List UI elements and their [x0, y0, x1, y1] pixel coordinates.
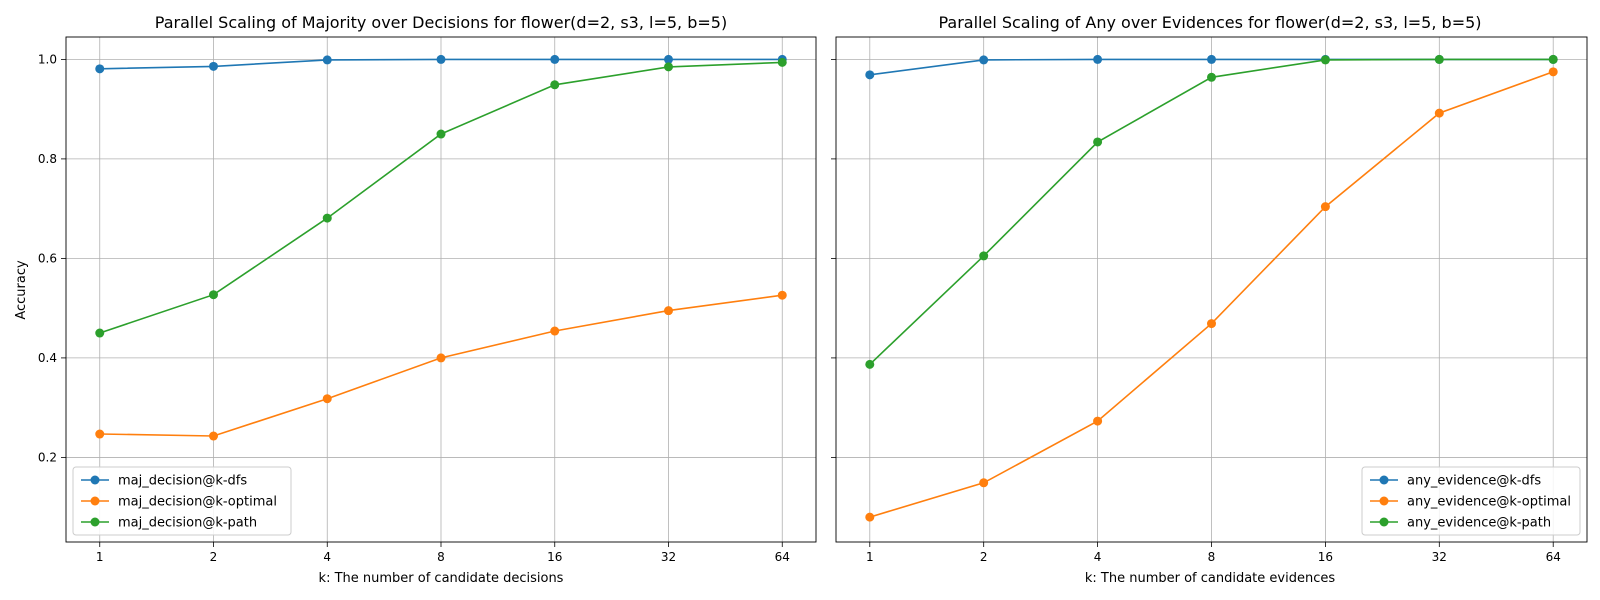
x-axis-label-left: k: The number of candidate decisions [319, 571, 564, 586]
legend-marker [90, 496, 100, 506]
legend-marker [1379, 517, 1389, 527]
data-point [436, 129, 446, 139]
data-point [550, 80, 560, 90]
legend: maj_decision@k-dfs maj_decision@k-optimal… [72, 466, 292, 536]
legend-label: maj_decision@k-path [118, 516, 257, 531]
data-point [550, 326, 560, 336]
data-point [209, 290, 218, 300]
data-point [1207, 72, 1216, 82]
x-tick-label: 16 [1318, 550, 1333, 564]
data-point [1093, 137, 1103, 147]
data-point [322, 213, 332, 223]
data-point [1548, 54, 1558, 64]
x-tick-label: 4 [323, 550, 331, 564]
data-point [865, 359, 875, 369]
axes-frame [835, 36, 1588, 543]
legend-label: any_evidence@k-dfs [1407, 474, 1541, 489]
data-point [1207, 319, 1216, 329]
legend-label: maj_decision@k-optimal [118, 495, 277, 510]
legend-marker [1379, 496, 1389, 506]
axes-frame [65, 36, 817, 543]
x-tick-label: 32 [661, 550, 676, 564]
data-point [1320, 202, 1330, 212]
data-point [777, 290, 787, 300]
legend-marker [90, 517, 100, 527]
legend-label: any_evidence@k-optimal [1407, 495, 1571, 510]
data-point [777, 57, 787, 67]
x-tick-label: 2 [980, 550, 988, 564]
legend-label: maj_decision@k-dfs [118, 474, 247, 489]
chart-title-left: Parallel Scaling of Majority over Decisi… [155, 13, 727, 32]
grid [66, 37, 816, 542]
data-point [436, 353, 446, 363]
data-point [209, 61, 218, 71]
x-axis-label-right: k: The number of candidate evidences [1085, 571, 1335, 586]
data-point [1093, 54, 1103, 64]
y-tick-label: 1.0 [38, 52, 57, 66]
y-tick-label: 0.6 [38, 251, 57, 265]
x-tick-label: 2 [210, 550, 218, 564]
legend-box [1361, 466, 1581, 536]
y-tick-label: 0.2 [38, 450, 57, 464]
data-point [1207, 54, 1216, 64]
x-tick-label: 64 [1546, 550, 1561, 564]
x-tick-label: 4 [1094, 550, 1102, 564]
data-point [979, 251, 989, 261]
y-tick-label: 0.8 [38, 152, 57, 166]
data-point [664, 54, 673, 64]
data-point [979, 478, 989, 488]
data-point [664, 306, 673, 316]
data-point [322, 55, 332, 65]
x-tick-label: 8 [437, 550, 445, 564]
panel-any-evidences: Parallel Scaling of Any over Evidences f… [831, 13, 1588, 586]
legend-box [72, 466, 292, 536]
x-tick-label: 1 [96, 550, 104, 564]
legend-marker [90, 475, 100, 485]
data-point [1434, 54, 1444, 64]
data-point [664, 62, 673, 72]
data-point [1093, 416, 1103, 426]
panel-majority-decisions: Parallel Scaling of Majority over Decisi… [14, 13, 817, 586]
data-point [1434, 108, 1444, 118]
data-point [865, 70, 875, 80]
data-point [436, 54, 446, 64]
y-tick-label: 0.4 [38, 351, 57, 365]
data-point [95, 429, 105, 439]
data-point [95, 64, 105, 74]
data-point [209, 431, 218, 441]
data-point [95, 328, 105, 338]
legend-marker [1379, 475, 1389, 485]
x-tick-label: 8 [1208, 550, 1216, 564]
data-point [979, 55, 989, 65]
data-point [865, 512, 875, 522]
y-axis-label: Accuracy [14, 260, 29, 320]
legend: any_evidence@k-dfs any_evidence@k-optimal… [1361, 466, 1581, 536]
x-tick-label: 32 [1432, 550, 1447, 564]
data-point [1548, 67, 1558, 77]
legend-label: any_evidence@k-path [1407, 516, 1551, 531]
data-point [322, 394, 332, 404]
data-point [1320, 55, 1330, 65]
x-tick-label: 64 [775, 550, 790, 564]
chart-title-right: Parallel Scaling of Any over Evidences f… [938, 13, 1481, 32]
x-tick-label: 1 [866, 550, 874, 564]
data-point [550, 54, 560, 64]
x-tick-label: 16 [547, 550, 562, 564]
